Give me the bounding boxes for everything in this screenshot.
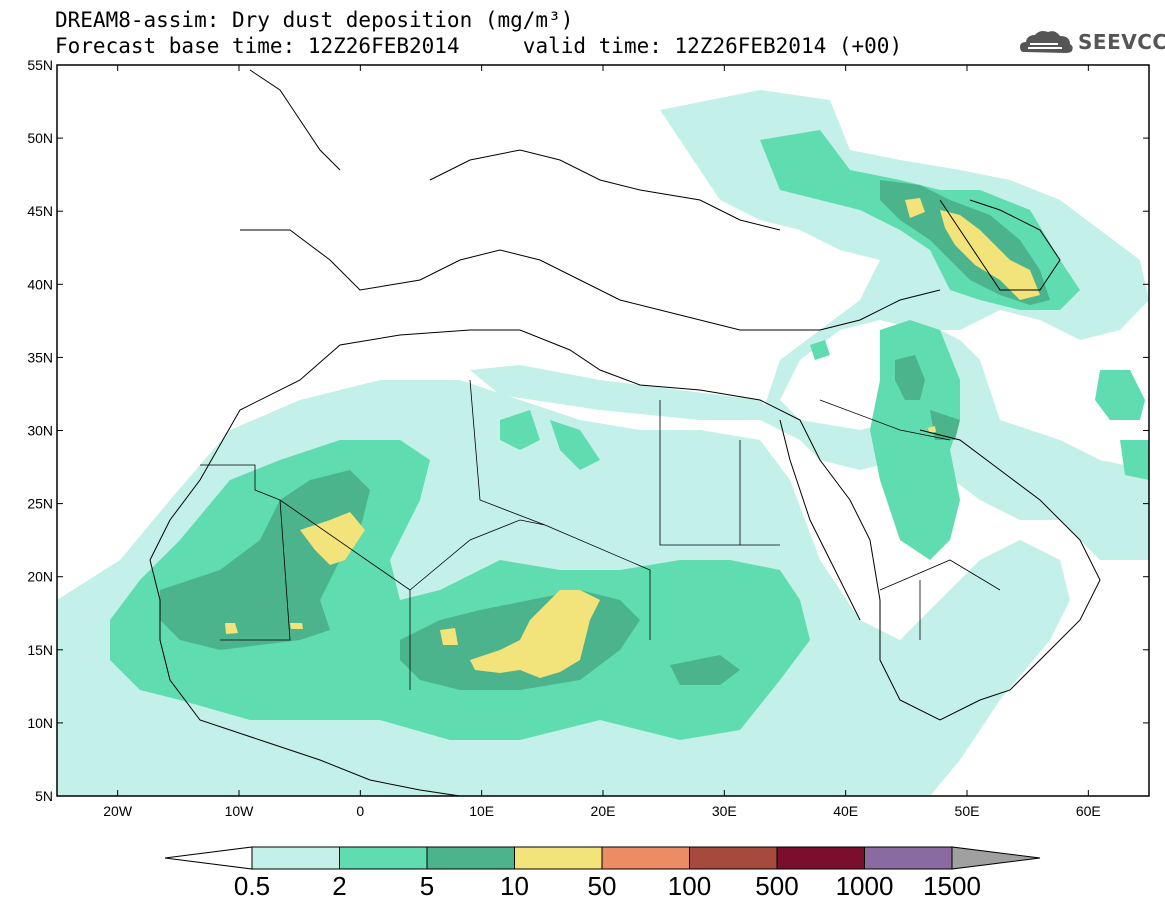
legend-label: 10 (500, 871, 529, 901)
legend-label: 2 (332, 871, 347, 901)
lat-tick-label: 10N (27, 715, 53, 731)
lat-tick-label: 15N (27, 642, 53, 658)
lon-tick-label: 10W (225, 803, 255, 819)
legend-label: 1500 (923, 871, 981, 901)
legend-swatch (514, 846, 603, 870)
lat-tick-label: 30N (27, 423, 53, 439)
time-info: Forecast base time: 12Z26FEB2014 valid t… (55, 34, 902, 58)
lon-tick-label: 60E (1076, 803, 1101, 819)
legend-arrow-max (951, 846, 1041, 870)
lat-tick-label: 20N (27, 569, 53, 585)
legend-swatch (426, 846, 515, 870)
deposition-level-10 (225, 198, 1040, 678)
country-borders (200, 379, 1001, 690)
lat-tick-label: 40N (27, 276, 53, 292)
legend-swatch (864, 846, 953, 870)
legend-swatch (689, 846, 778, 870)
lat-tick-label: 35N (27, 349, 53, 365)
forecast-base-time: Forecast base time: 12Z26FEB2014 (55, 34, 460, 58)
lon-tick-label: 20E (591, 803, 616, 819)
legend-label: 50 (587, 871, 617, 901)
legend-label: 0.5 (233, 871, 271, 901)
lon-tick-label: 20W (103, 803, 133, 819)
logo-text: SEEVCCC (1078, 30, 1165, 54)
legend-swatch (339, 846, 428, 870)
legend-swatch (251, 846, 340, 870)
lon-tick-label: 10E (469, 803, 494, 819)
coastlines (149, 69, 1101, 796)
legend-label: 5 (419, 871, 435, 901)
valid-time: valid time: 12Z26FEB2014 (+00) (522, 34, 903, 58)
lat-tick-label: 25N (27, 496, 53, 512)
longitude-axis: 20W 10W 0 10E 20E 30E 40E 50E 60E (103, 65, 1101, 819)
lon-tick-label: 0 (356, 803, 364, 819)
deposition-fields (57, 90, 1149, 796)
legend-swatch (776, 846, 865, 870)
legend-label: 1000 (835, 871, 894, 901)
lon-tick-label: 40E (833, 803, 858, 819)
lon-tick-label: 50E (955, 803, 980, 819)
lat-tick-label: 50N (27, 130, 53, 146)
legend-arrow-min (164, 846, 253, 870)
legend-label: 100 (667, 871, 712, 901)
lon-tick-label: 30E (712, 803, 737, 819)
lat-tick-label: 5N (35, 788, 53, 804)
lat-tick-label: 45N (27, 203, 53, 219)
cloud-logo-icon (1020, 31, 1073, 53)
legend-colorbar (164, 846, 1041, 870)
legend-swatch (601, 846, 690, 870)
lat-tick-label: 55N (27, 57, 53, 73)
latitude-axis: 55N 50N 45N 40N 35N 30N 25N 20N 15N 10N 5N (27, 57, 1149, 804)
legend-label: 500 (755, 871, 799, 901)
map-title: DREAM8-assim: Dry dust deposition (mg/m³… (55, 8, 574, 32)
